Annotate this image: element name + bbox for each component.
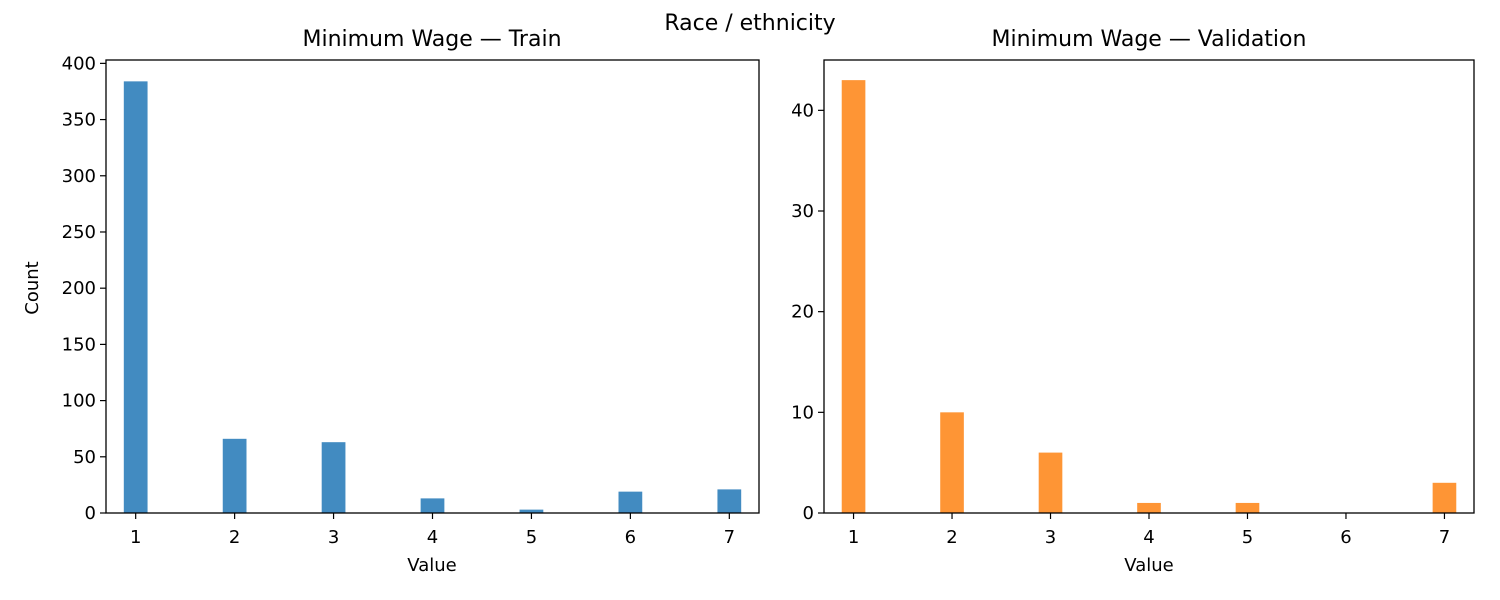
train-y-tick-label: 0	[85, 503, 96, 524]
validation-bar-5	[1235, 502, 1260, 513]
validation-x-tick-label: 3	[1045, 527, 1056, 548]
validation-y-tick-label: 30	[791, 201, 814, 222]
train-y-tick-label: 50	[73, 447, 96, 468]
train-bar-2	[222, 438, 247, 513]
train-bar-1	[123, 81, 148, 513]
validation-x-tick-label: 6	[1340, 527, 1351, 548]
validation-bar-1	[841, 80, 866, 513]
validation-y-tick-label: 10	[791, 402, 814, 423]
validation-x-tick-label: 7	[1439, 527, 1450, 548]
validation-bar-7	[1432, 482, 1457, 513]
train-axes-frame	[105, 59, 760, 514]
train-x-tick-label: 5	[526, 527, 537, 548]
train-x-axis-title: Value	[407, 555, 456, 576]
validation-x-tick-label: 2	[946, 527, 957, 548]
train-x-tick-label: 2	[229, 527, 240, 548]
train-x-tick-label: 1	[130, 527, 141, 548]
train-y-tick-label: 150	[62, 334, 96, 355]
validation-x-tick-label: 1	[848, 527, 859, 548]
train-x-tick-label: 3	[328, 527, 339, 548]
train-chart: Minimum Wage — Train Value Count 1 2 3 4 5 6 7…	[22, 27, 760, 576]
train-y-axis-title: Count	[22, 261, 43, 314]
train-y-tick-label: 100	[62, 391, 96, 412]
train-x-tick-label: 6	[625, 527, 636, 548]
train-bar-5	[519, 509, 544, 513]
validation-y-tick-label: 40	[791, 100, 814, 121]
train-y-tick-label: 350	[62, 110, 96, 131]
validation-x-axis-title: Value	[1124, 555, 1173, 576]
figure-suptitle: Race / ethnicity	[664, 11, 835, 36]
train-chart-title: Minimum Wage — Train	[302, 27, 561, 52]
train-bar-6	[618, 491, 643, 513]
train-x-tick-label: 4	[427, 527, 438, 548]
train-x-tick-label: 7	[724, 527, 735, 548]
validation-y-tick-label: 20	[791, 302, 814, 323]
validation-bar-2	[940, 412, 964, 513]
validation-bar-4	[1137, 502, 1161, 513]
validation-chart: Minimum Wage — Validation Value 1 2 3 4 5 6 7 0…	[791, 27, 1475, 576]
validation-bar-3	[1038, 452, 1063, 513]
validation-x-tick-label: 5	[1242, 527, 1253, 548]
train-y-tick-label: 300	[62, 166, 96, 187]
validation-axes-frame	[823, 59, 1475, 514]
validation-y-tick-label: 0	[803, 503, 814, 524]
validation-x-tick-label: 4	[1143, 527, 1154, 548]
train-y-tick-label: 400	[62, 53, 96, 74]
validation-chart-title: Minimum Wage — Validation	[992, 27, 1307, 52]
train-bar-4	[420, 498, 445, 513]
train-y-tick-label: 200	[62, 278, 96, 299]
train-bar-3	[321, 442, 346, 513]
train-bar-7	[717, 489, 742, 513]
train-y-tick-label: 250	[62, 222, 96, 243]
